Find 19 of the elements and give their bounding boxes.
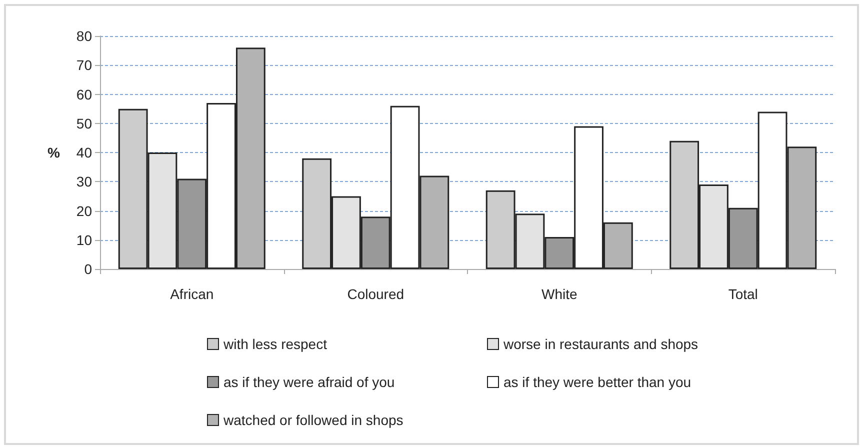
x-tick-label: Total [728,286,758,302]
y-tick-label: 10 [76,232,92,248]
y-tick-label: 70 [76,57,92,74]
x-tick-label: African [170,286,214,302]
y-tick-label: 60 [76,86,92,102]
x-tick-label: Coloured [347,286,404,302]
y-tick-label: 0 [84,261,92,277]
y-tick-label: 30 [76,174,92,190]
y-axis-title: % [48,144,61,160]
legend-label: with less respect [222,336,328,352]
y-tick-label: 80 [76,28,92,44]
y-tick-label: 20 [76,202,92,219]
legend-label: worse in restaurants and shops [502,336,698,352]
legend-label: as if they were afraid of you [224,374,395,390]
x-tick-label: White [541,286,578,302]
y-tick-label: 50 [76,115,92,132]
y-tick-label: 40 [76,144,92,160]
legend-label: as if they were better than you [504,374,692,390]
legend-label: watched or followed in shops [222,412,404,428]
